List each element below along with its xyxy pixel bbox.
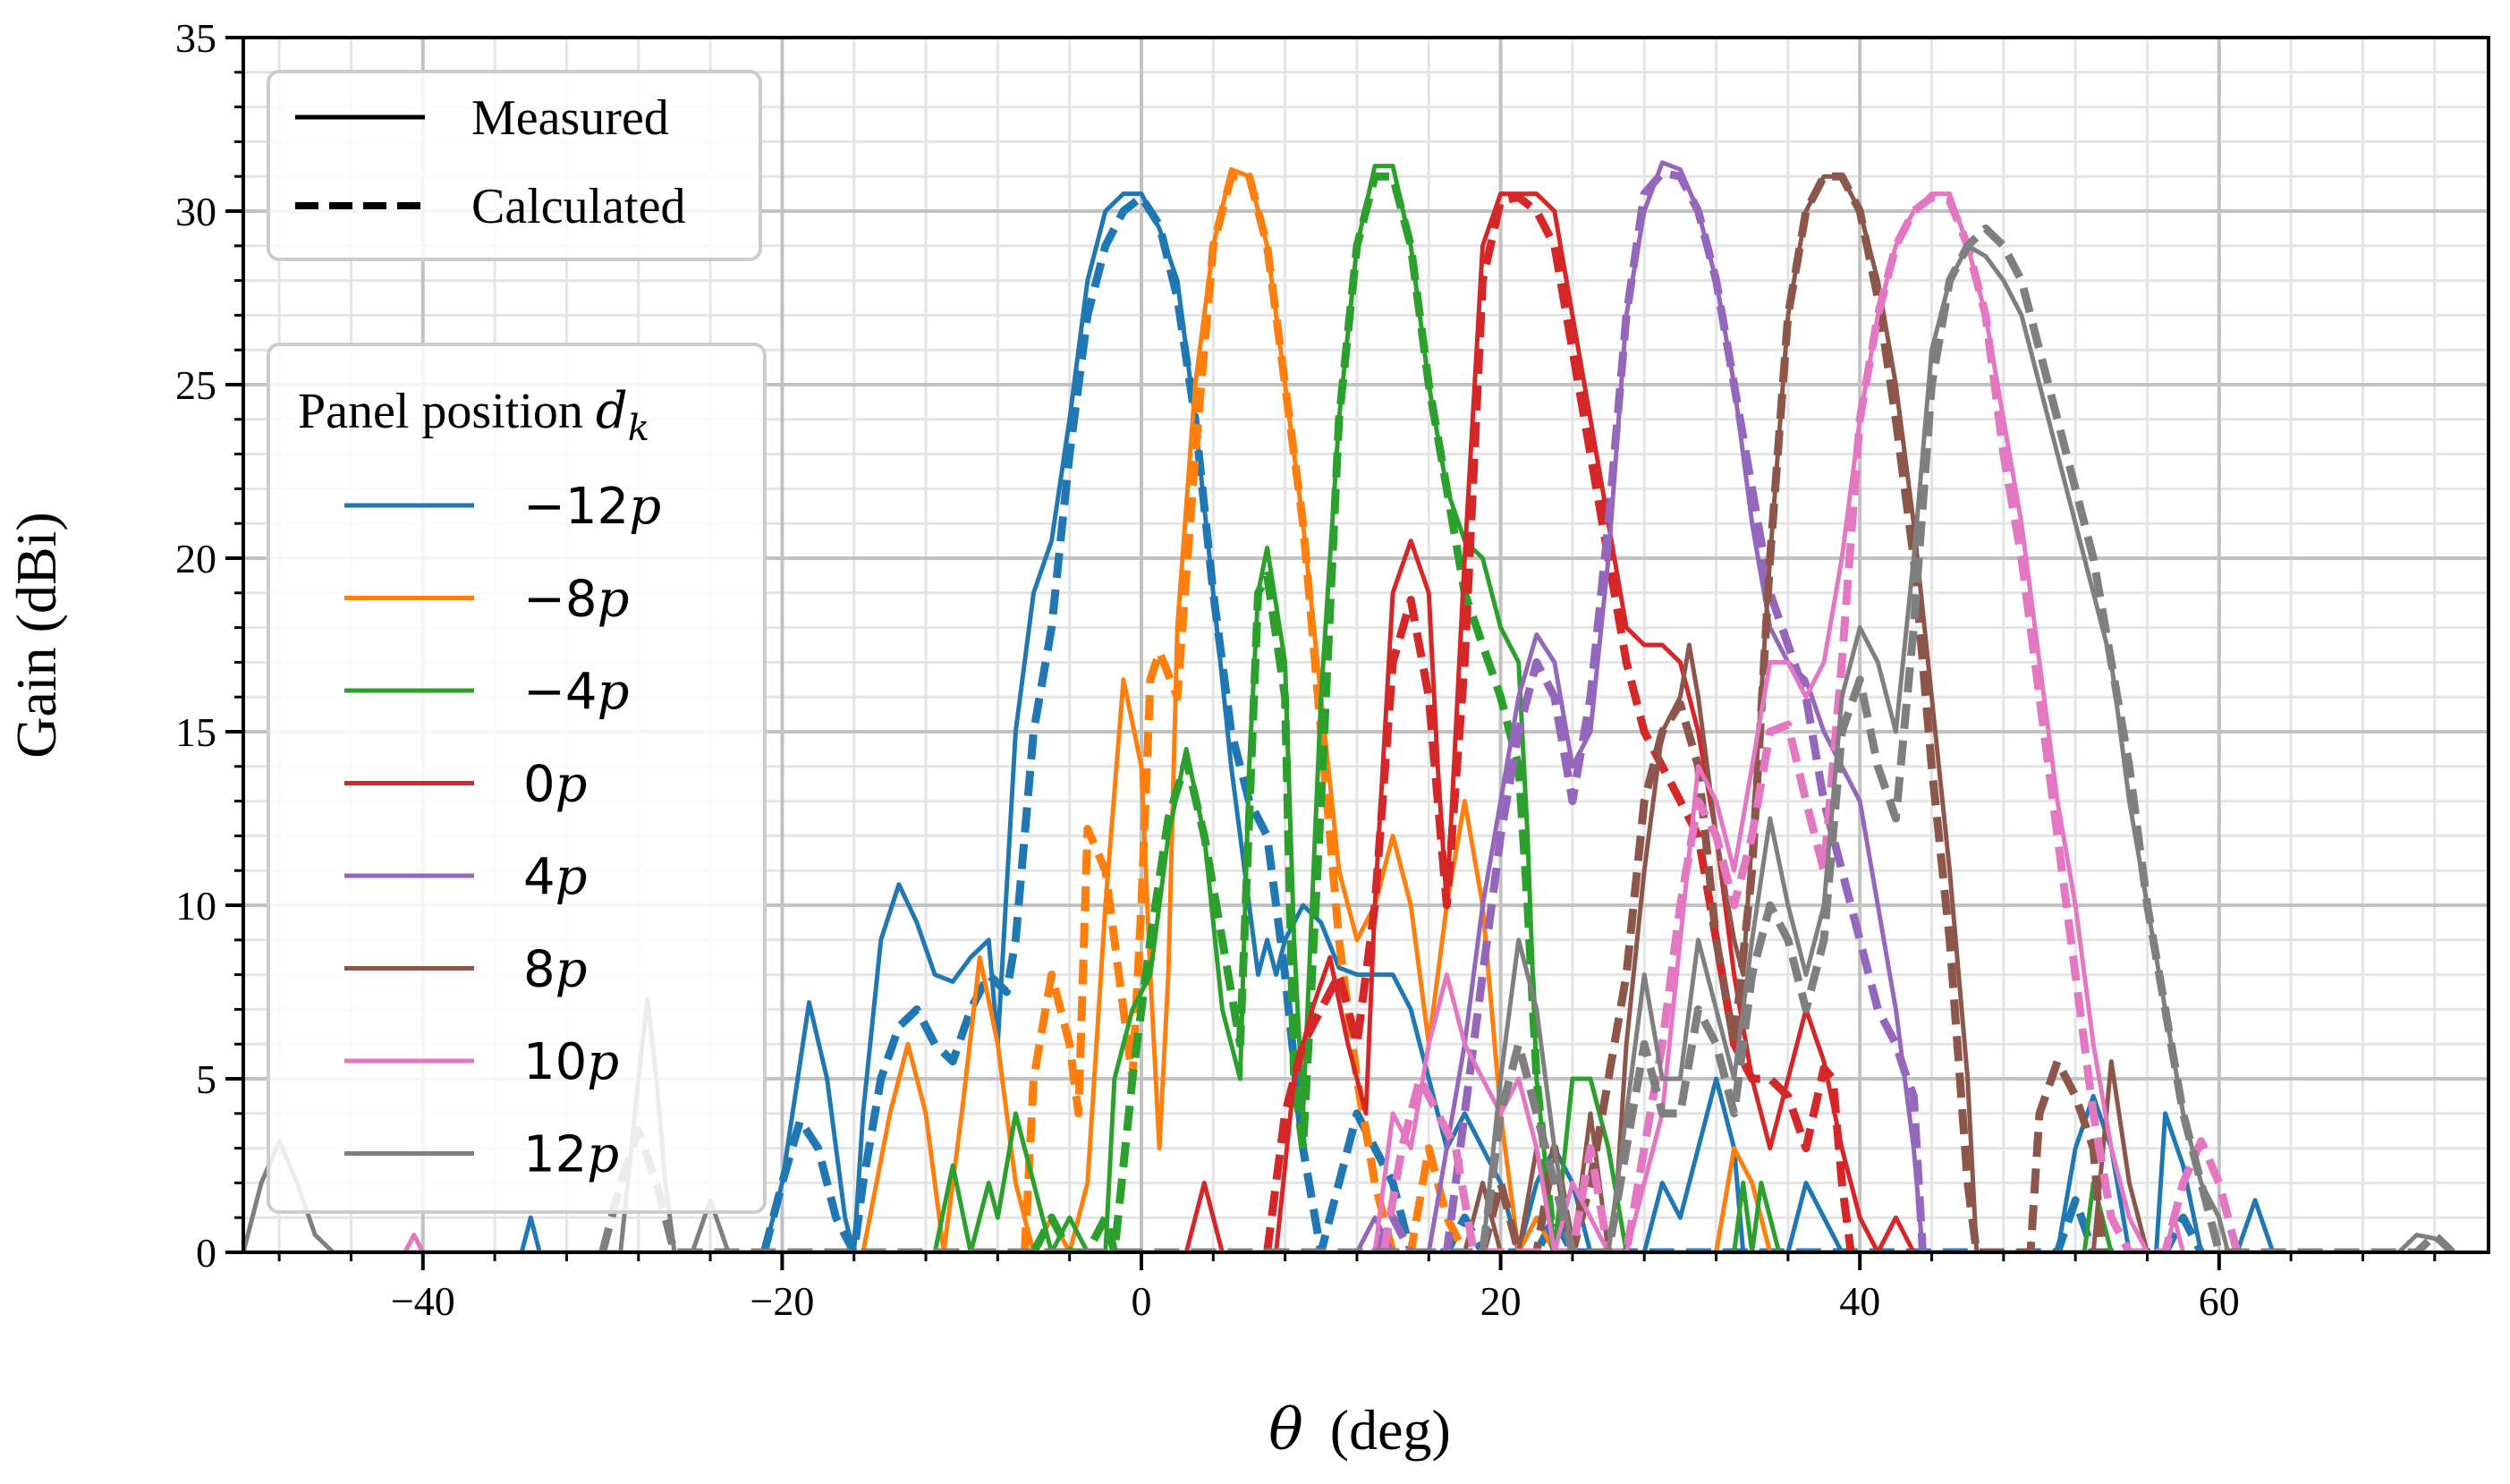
- series-4-calculated-line: [1371, 168, 1927, 1252]
- legend-label-5: 8p: [523, 941, 588, 999]
- x-tick-label: 40: [1839, 1278, 1880, 1324]
- y-tick-label: 35: [175, 15, 216, 61]
- legend-label-2: −4p: [523, 663, 629, 721]
- y-axis-title: Gain (dBi): [4, 512, 68, 759]
- series-2-measured-line: [932, 164, 2114, 1252]
- calculated-label: Calculated: [471, 179, 685, 234]
- x-axis-unit: (deg): [1330, 1398, 1451, 1462]
- series-1-measured-line: [403, 166, 1773, 1252]
- legend-label-6: 10p: [523, 1033, 619, 1091]
- legend-label-7: 12p: [523, 1126, 619, 1184]
- series-6-calculated-line: [1379, 193, 2242, 1252]
- legend-label-0: −12p: [523, 478, 661, 536]
- legend-label-4: 4p: [523, 848, 588, 906]
- x-axis-symbol: θ: [1268, 1397, 1303, 1463]
- x-axis-title: θ (deg): [1268, 1397, 1451, 1463]
- y-tick-label: 5: [196, 1056, 216, 1102]
- y-tick-label: 10: [175, 883, 216, 929]
- series-2-calculated-line: [1030, 172, 1559, 1252]
- panel-position-legend: Panel position dk −12p −8p −4p 0p 4p 8p 10p 12p: [267, 343, 767, 1214]
- series-1-calculated-line: [1021, 172, 1469, 1252]
- x-tick-label: 20: [1480, 1278, 1522, 1324]
- y-tick-label: 25: [175, 362, 216, 408]
- x-tick-label: 60: [2199, 1278, 2240, 1324]
- series-3-measured-line: [1183, 191, 1916, 1252]
- series-5-measured-line: [1462, 174, 2150, 1252]
- series-lines: [243, 160, 2455, 1252]
- line-style-legend: Measured Calculated: [267, 70, 762, 261]
- legend-label-1: −8p: [523, 571, 629, 629]
- y-tick-label: 20: [175, 536, 216, 581]
- x-tick-label: −40: [391, 1278, 455, 1324]
- x-tick-label: 0: [1132, 1278, 1152, 1324]
- series-0-measured-line: [519, 191, 2276, 1252]
- measured-label: Measured: [471, 90, 669, 146]
- series-legend-title: Panel position dk: [298, 382, 649, 449]
- legend-label-3: 0p: [523, 756, 588, 814]
- series-3-calculated-line: [1263, 193, 1855, 1252]
- y-tick-label: 15: [175, 709, 216, 755]
- plot-frame: [242, 36, 2490, 1254]
- axes: [242, 36, 2490, 1254]
- x-tick-label: −20: [750, 1278, 814, 1324]
- series-4-measured-line: [1354, 160, 1925, 1252]
- series-6-measured-line: [403, 191, 2186, 1252]
- series-legend-box: [267, 343, 767, 1214]
- y-tick-label: 30: [175, 189, 216, 234]
- y-tick-label: 0: [196, 1230, 216, 1276]
- tick-marks-and-labels: −40 −20 0 20 40 60 0 5 10 15 20 25 30 35: [175, 15, 2437, 1324]
- series-7-calculated-line: [598, 224, 2455, 1252]
